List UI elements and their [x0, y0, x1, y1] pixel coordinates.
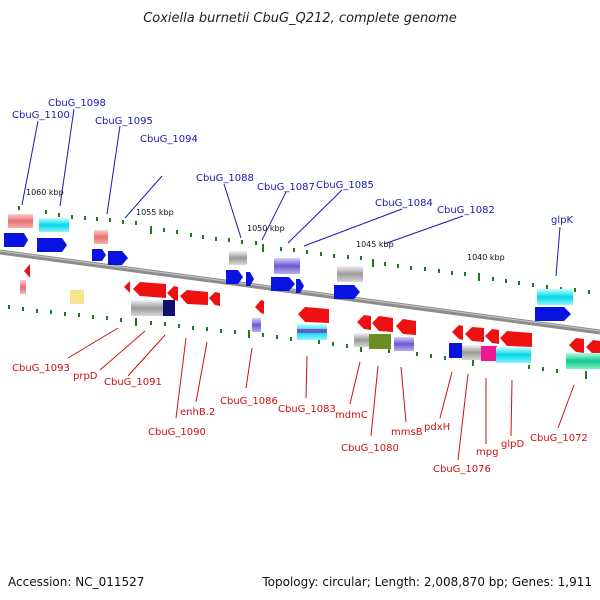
- gene-arrow-reverse: [357, 315, 371, 330]
- gene-block: [337, 266, 363, 282]
- gene-label: CbuG_1090: [148, 427, 206, 438]
- gene-block: [481, 346, 497, 361]
- gene-label: glpD: [501, 439, 524, 450]
- leader-lines-top: [21, 108, 561, 277]
- gene-block: [297, 329, 327, 333]
- gene-block: [229, 251, 247, 265]
- gene-block: [566, 353, 600, 369]
- map-title: Coxiella burnetii CbuG_Q212, complete ge…: [143, 11, 457, 26]
- genome-summary-text: Topology: circular; Length: 2,008,870 bp…: [261, 575, 592, 589]
- genes-bottom-strand: [20, 264, 600, 369]
- gene-block: [394, 337, 414, 351]
- gene-label: mpg: [476, 447, 498, 458]
- gene-arrow-forward: [271, 277, 295, 291]
- gene-label: CbuG_1082: [437, 205, 495, 216]
- gene-arrow-forward: [535, 307, 571, 321]
- gene-arrow-reverse: [569, 338, 584, 353]
- gene-arrow-reverse: [500, 331, 532, 347]
- gene-arrow-reverse: [133, 282, 166, 298]
- gene-label: mdmC: [335, 410, 368, 421]
- gene-arrow-forward: [334, 285, 360, 299]
- tick-row-top: [18, 206, 590, 294]
- gene-block: [354, 333, 370, 347]
- kbp-label: 1055 kbp: [136, 208, 174, 217]
- gene-label: CbuG_1086: [220, 396, 278, 407]
- gene-arrow-reverse: [298, 307, 329, 323]
- gene-arrow-reverse: [180, 290, 208, 305]
- kbp-label: 1045 kbp: [356, 240, 394, 249]
- gene-label: mmsB: [391, 427, 423, 438]
- gene-arrow-forward: [296, 279, 304, 293]
- gene-arrow-reverse: [485, 329, 499, 344]
- gene-labels-top: CbuG_1100 CbuG_1098 CbuG_1095 CbuG_1094 …: [12, 98, 573, 226]
- gene-label: CbuG_1095: [95, 116, 153, 127]
- gene-arrow-reverse: [586, 340, 600, 355]
- gene-label: CbuG_1093: [12, 363, 70, 374]
- gene-arrow-reverse: [24, 264, 30, 278]
- gene-block: [20, 280, 26, 294]
- gene-arrow-reverse: [209, 292, 220, 306]
- gene-arrow-forward: [246, 272, 254, 286]
- gene-block: [131, 300, 165, 316]
- leader-lines-bottom: [67, 327, 575, 461]
- gene-arrow-reverse: [452, 325, 463, 340]
- gene-label: CbuG_1080: [341, 443, 399, 454]
- gene-label: CbuG_1072: [530, 433, 588, 444]
- kbp-label: 1050 kbp: [247, 224, 285, 233]
- gene-label: prpD: [73, 371, 98, 382]
- kbp-label: 1040 kbp: [467, 253, 505, 262]
- gene-block: [94, 230, 108, 244]
- gene-label: CbuG_1091: [104, 377, 162, 388]
- gene-label: CbuG_1084: [375, 198, 433, 209]
- gene-arrow-forward: [4, 233, 28, 247]
- gene-block: [39, 218, 69, 232]
- genes-top-strand: [4, 214, 573, 321]
- gene-label: CbuG_1094: [140, 134, 198, 145]
- gene-block: [537, 289, 573, 305]
- gene-block: [8, 214, 33, 228]
- gene-label: CbuG_1087: [257, 182, 315, 193]
- gene-labels-bottom: CbuG_1093 prpD CbuG_1091 CbuG_1090 enhB.…: [12, 363, 588, 475]
- gene-arrow-reverse: [396, 319, 416, 335]
- gene-arrow-reverse: [255, 300, 264, 314]
- kbp-label: 1060 kbp: [26, 188, 64, 197]
- gene-arrow-reverse: [465, 327, 484, 342]
- gene-arrow-forward: [108, 251, 128, 265]
- gene-arrow-reverse: [124, 281, 130, 293]
- gene-label: enhB.2: [180, 407, 215, 418]
- gene-arrow-reverse: [167, 286, 178, 301]
- gene-block: [274, 258, 300, 274]
- gene-label: pdxH: [424, 422, 450, 433]
- gene-block: [369, 334, 391, 349]
- gene-label: CbuG_1100: [12, 110, 70, 121]
- gene-arrow-forward: [92, 249, 106, 261]
- gene-label: CbuG_1098: [48, 98, 106, 109]
- tick-row-bottom: [8, 305, 587, 379]
- gene-label: CbuG_1088: [196, 173, 254, 184]
- gene-label: CbuG_1076: [433, 464, 491, 475]
- gene-block: [496, 347, 531, 363]
- accession-text: Accession: NC_011527: [8, 575, 144, 589]
- gene-block: [449, 343, 462, 358]
- gene-arrow-forward: [226, 270, 243, 284]
- gene-block: [462, 345, 482, 360]
- gene-arrow-forward: [37, 238, 67, 252]
- gene-label: CbuG_1085: [316, 180, 374, 191]
- gene-block: [163, 300, 175, 316]
- gene-block: [70, 290, 84, 304]
- gene-label: CbuG_1083: [278, 404, 336, 415]
- gene-arrow-reverse: [372, 316, 393, 332]
- gene-label: glpK: [551, 215, 573, 226]
- gene-block: [252, 318, 261, 332]
